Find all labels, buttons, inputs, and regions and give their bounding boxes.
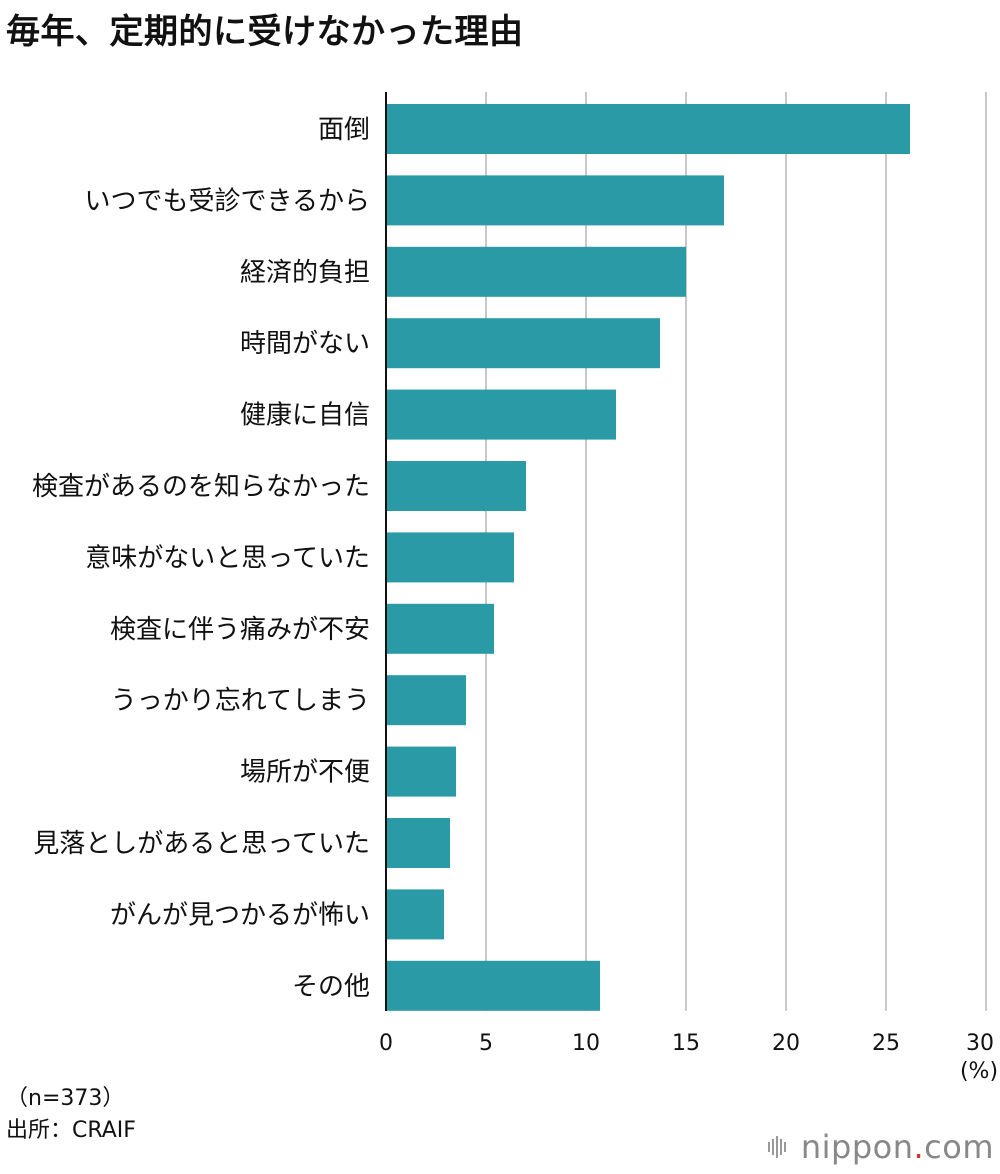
category-label: その他 [292,972,370,1002]
logo-mark-icon [767,1130,793,1168]
category-label: 経済的負担 [240,258,370,288]
x-axis: 0 5 10 15 20 25 30 [379,92,994,1056]
x-tick-label: 25 [872,1031,900,1056]
source-note: 出所：CRAIF [6,1118,136,1143]
x-tick-label: 30 [966,1031,994,1056]
x-tick-label: 0 [379,1031,393,1056]
logo-suffix: com [924,1128,994,1166]
bar [386,246,686,297]
unit-label: (%) [960,1059,998,1084]
bar [386,746,456,797]
nippon-logo: nippon.com [767,1128,994,1168]
x-tick-label: 15 [672,1031,700,1056]
category-label: 時間がない [240,329,370,359]
logo-name: nippon [800,1128,914,1166]
bar [386,461,526,511]
bar [386,104,910,154]
sample-size-note: （n=373） [6,1086,125,1111]
bar [386,603,494,654]
bars [386,104,910,1011]
category-label: いつでも受診できるから [85,186,370,216]
logo-dot: . [913,1128,925,1166]
category-label: 健康に自信 [240,401,370,431]
chart-title: 毎年、定期的に受けなかった理由 [6,12,524,52]
category-label: 検査があるのを知らなかった [32,472,370,502]
x-tick-label: 10 [572,1031,600,1056]
category-label: 面倒 [318,115,370,145]
x-tick-label: 5 [479,1031,493,1056]
category-label: 検査に伴う痛みが不安 [110,615,370,645]
bar [386,675,466,726]
bar [386,960,600,1011]
category-labels: 面倒いつでも受診できるから経済的負担時間がない健康に自信検査があるのを知らなかっ… [32,115,370,1002]
grid-lines [485,92,987,1011]
bar [386,318,660,369]
category-label: 見落としがあると思っていた [33,829,370,859]
bar [386,532,514,583]
category-label: 意味がないと思っていた [85,543,370,573]
x-tick-label: 20 [772,1031,800,1056]
bar [386,818,450,868]
category-label: うっかり忘れてしまう [111,686,370,716]
bar [386,889,444,940]
bar [386,175,724,226]
bar [386,389,616,440]
category-label: 場所が不便 [240,758,370,788]
category-label: がんが見つかるが怖い [110,900,370,930]
